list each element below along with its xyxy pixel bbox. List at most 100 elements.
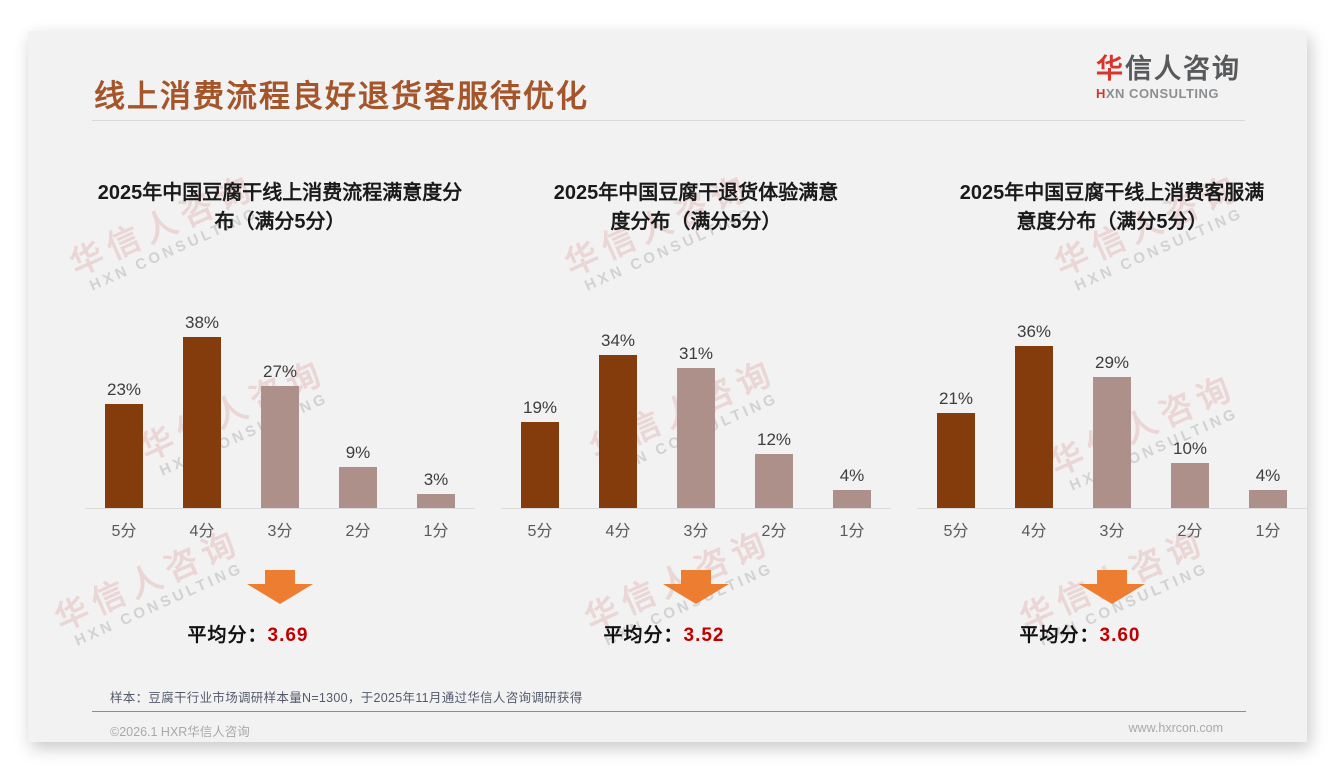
header-divider [92,120,1245,121]
down-arrow-icon [247,570,313,604]
arrow-wrap [85,570,475,609]
category-label: 3分 [683,523,709,540]
bar-slot: 34% [579,331,657,508]
average-score: 平均分：3.69 [53,620,443,647]
bar [417,494,455,508]
average-value: 3.60 [1099,625,1141,646]
bar [937,413,975,508]
bar-slot: 38% [163,313,241,508]
bar-value-label: 36% [1016,322,1052,341]
bar-slot: 21% [917,389,995,508]
page-title: 线上消费流程良好退货客服待优化 [94,79,589,114]
bar-value-label: 4% [839,466,865,485]
chart-title: 2025年中国豆腐干退货体验满意 度分布（满分5分） [501,179,891,237]
bar [1015,346,1053,508]
bar [1093,377,1131,508]
bar [105,404,143,508]
chart-column: 2025年中国豆腐干线上消费流程满意度分 布（满分5分） 23% 38% 27% 9%… [85,179,475,647]
chart-title-line2: 度分布（满分5分） [610,211,782,233]
average-value: 3.69 [267,625,309,646]
bar-value-label: 38% [184,313,220,332]
brand-logo-zh: 华信人咨询 [1096,54,1241,85]
bar [1171,463,1209,508]
average-score: 平均分：3.60 [885,620,1275,647]
bar [1249,490,1287,508]
arrow-wrap [917,570,1307,609]
bar [521,422,559,508]
average-label: 平均分： [187,625,268,646]
bar-slot: 29% [1073,353,1151,508]
average-label: 平均分： [1019,625,1100,646]
bar-value-label: 31% [678,344,714,363]
category-label: 3分 [1099,523,1125,540]
bar-value-label: 19% [522,398,558,417]
chart-plot: 21% 36% 29% 10% 4% [917,294,1307,509]
bar-slot: 4% [1229,466,1307,508]
bar-value-label: 10% [1172,439,1208,458]
category-label: 5分 [527,523,553,540]
bar-slot: 19% [501,398,579,508]
chart-title-line1: 2025年中国豆腐干线上消费客服满 [959,182,1265,204]
category-label: 4分 [189,523,215,540]
chart-axis: 5分 4分 3分 2分 1分 [917,509,1307,541]
average-label: 平均分： [603,625,684,646]
chart-title-line1: 2025年中国豆腐干线上消费流程满意度分 [97,182,463,204]
bar-slot: 27% [241,362,319,508]
bar [833,490,871,508]
footer-divider [92,711,1246,712]
chart-title: 2025年中国豆腐干线上消费流程满意度分 布（满分5分） [85,179,475,237]
chart-axis: 5分 4分 3分 2分 1分 [501,509,891,541]
bar-value-label: 4% [1255,466,1281,485]
brand-logo: 华信人咨询 HXN CONSULTING [1096,54,1241,101]
chart-axis: 5分 4分 3分 2分 1分 [85,509,475,541]
category-label: 1分 [839,523,865,540]
category-label: 1分 [1255,523,1281,540]
bar-value-label: 21% [938,389,974,408]
average-score: 平均分：3.52 [469,620,859,647]
brand-logo-en-first: H [1096,85,1106,101]
bar-value-label: 23% [106,380,142,399]
bar-value-label: 12% [756,430,792,449]
slide-background: 华信人咨询 HXN CONSULTING 华信人咨询 HXN CONSULTING 华信… [28,31,1307,742]
chart-title-line2: 布（满分5分） [214,211,346,233]
bar-slot: 36% [995,322,1073,508]
category-label: 5分 [943,523,969,540]
brand-logo-zh-rest: 信人咨询 [1125,54,1241,84]
bar-value-label: 29% [1094,353,1130,372]
chart-column: 2025年中国豆腐干退货体验满意 度分布（满分5分） 19% 34% 31% 12% 4… [501,179,891,647]
footer-copyright: ©2026.1 HXR华信人咨询 [110,725,250,739]
bar [599,355,637,508]
bar-value-label: 3% [423,470,449,489]
chart-column: 2025年中国豆腐干线上消费客服满 意度分布（满分5分） 21% 36% 29% 10… [917,179,1307,647]
charts-row: 2025年中国豆腐干线上消费流程满意度分 布（满分5分） 23% 38% 27% 9%… [28,179,1307,647]
bar-value-label: 9% [345,443,371,462]
category-label: 2分 [761,523,787,540]
category-label: 1分 [423,523,449,540]
footer-url: www.hxrcon.com [1128,721,1223,735]
bar-slot: 3% [397,470,475,508]
chart-title-line2: 意度分布（满分5分） [1016,211,1208,233]
bar [755,454,793,508]
sample-note: 样本：豆腐干行业市场调研样本量N=1300，于2025年11月通过华信人咨询调研… [110,691,583,705]
arrow-wrap [501,570,891,609]
category-label: 2分 [1177,523,1203,540]
bar-slot: 4% [813,466,891,508]
bar-slot: 23% [85,380,163,508]
category-label: 3分 [267,523,293,540]
bar-value-label: 34% [600,331,636,350]
bar [677,368,715,508]
chart-plot: 19% 34% 31% 12% 4% [501,294,891,509]
down-arrow-icon [663,570,729,604]
bar-slot: 12% [735,430,813,508]
category-label: 4分 [605,523,631,540]
bar-slot: 31% [657,344,735,508]
chart-title: 2025年中国豆腐干线上消费客服满 意度分布（满分5分） [917,179,1307,237]
average-value: 3.52 [683,625,725,646]
bar-slot: 9% [319,443,397,508]
brand-logo-zh-first: 华 [1096,54,1125,84]
category-label: 4分 [1021,523,1047,540]
brand-logo-en-rest: XN CONSULTING [1105,85,1220,101]
bar [183,337,221,508]
chart-plot: 23% 38% 27% 9% 3% [85,294,475,509]
category-label: 5分 [111,523,137,540]
